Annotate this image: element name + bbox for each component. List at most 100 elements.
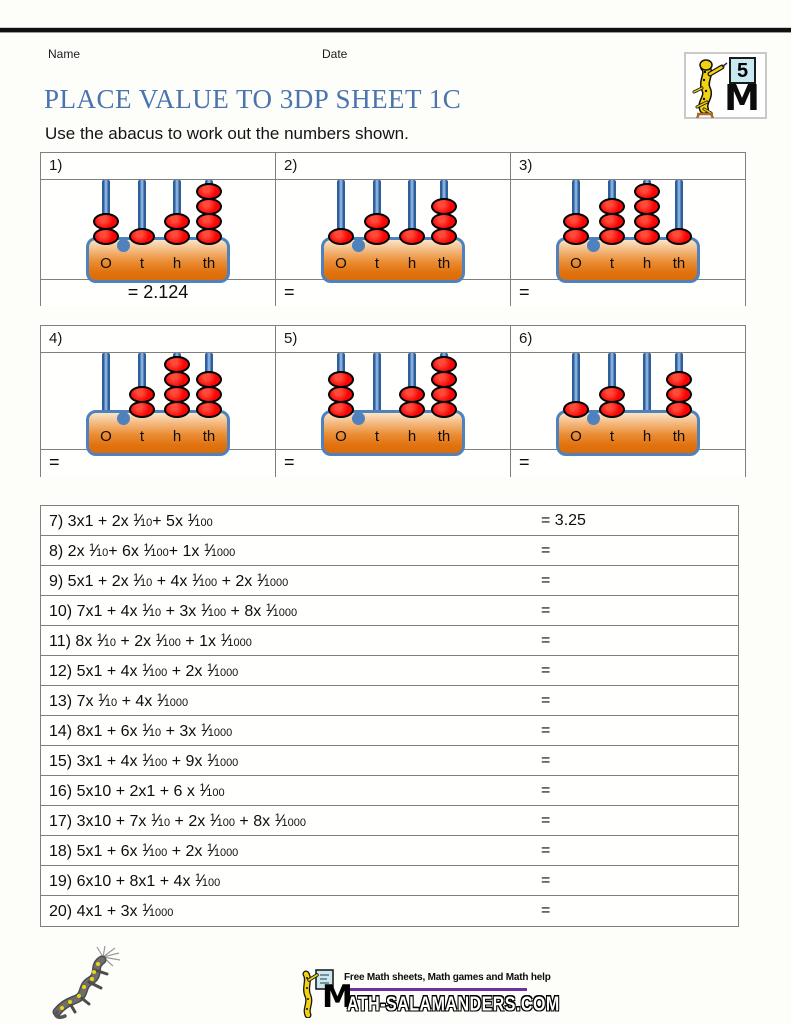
abacus-bead xyxy=(431,213,457,230)
fraction-numerator: 1 xyxy=(150,812,157,824)
fraction-numerator: 1 xyxy=(143,542,150,554)
fraction-numerator: 1 xyxy=(194,872,202,884)
decimal-point-icon xyxy=(117,239,130,252)
place-label: th xyxy=(437,255,451,272)
fraction-numerator: 1 xyxy=(97,692,105,704)
abacus-header-cell: 6) xyxy=(511,326,746,353)
fraction: 1⁄100 xyxy=(187,511,212,530)
question-expression: 12) 5x1 + 4x 1⁄100 + 2x 1⁄1000 xyxy=(49,661,239,680)
abacus-bead xyxy=(164,401,190,418)
abacus-bead xyxy=(634,228,660,245)
fraction-slash: ⁄ xyxy=(205,601,209,620)
question-expression: 9) 5x1 + 2x 1⁄10 + 4x 1⁄100 + 2x 1⁄1000 xyxy=(49,571,289,590)
fraction: 1⁄100 xyxy=(209,811,235,830)
fraction: 1⁄10 xyxy=(142,601,161,620)
abacus-bead xyxy=(328,371,354,388)
question-answer: = xyxy=(541,722,551,739)
abacus-bead xyxy=(666,386,692,403)
badge-m-logo: M xyxy=(724,78,760,119)
footer-purple-rule xyxy=(343,988,527,991)
fraction-denominator: 100 xyxy=(162,637,181,649)
fraction: 1⁄10 xyxy=(97,631,116,650)
abacus-bead xyxy=(364,213,390,230)
question-number: 5) xyxy=(284,330,298,347)
fraction-numerator: 1 xyxy=(141,842,149,854)
fraction-denominator: 100 xyxy=(216,817,235,829)
fraction-slash: ⁄ xyxy=(148,541,152,560)
abacus-answer-cell: = xyxy=(276,280,511,306)
question-expression: 14) 8x1 + 6x 1⁄10 + 3x 1⁄1000 xyxy=(49,721,233,740)
fraction-numerator: 1 xyxy=(156,692,163,704)
question-number: 4) xyxy=(49,330,63,347)
question-expression: 16) 5x10 + 2x1 + 6 x 1⁄100 xyxy=(49,781,225,800)
fraction-denominator: 1000 xyxy=(213,847,239,859)
fraction: 1⁄10 xyxy=(97,691,117,710)
fraction-slash: ⁄ xyxy=(279,811,283,830)
abacus-header-cell: 3) xyxy=(511,153,746,180)
fraction-numerator: 1 xyxy=(203,542,210,554)
fraction-denominator: 1000 xyxy=(213,667,239,679)
abacus-bead xyxy=(634,213,660,230)
question-answer: = xyxy=(541,602,551,619)
abacus-bead xyxy=(599,386,625,403)
abacus-bead xyxy=(666,371,692,388)
fraction: 1⁄1000 xyxy=(206,661,239,680)
fraction: 1⁄1000 xyxy=(201,721,233,740)
abacus-rod xyxy=(102,353,110,437)
place-label: h xyxy=(172,428,182,445)
fraction-slash: ⁄ xyxy=(261,571,265,590)
fraction-slash: ⁄ xyxy=(211,661,215,680)
abacus-header-cell: 1) xyxy=(41,153,276,180)
fraction-denominator: 1000 xyxy=(281,817,307,829)
fraction-slash: ⁄ xyxy=(205,721,209,740)
fraction: 1⁄1000 xyxy=(274,811,307,830)
fraction-numerator: 1 xyxy=(206,752,213,764)
abacus-header-cell: 5) xyxy=(276,326,511,353)
fraction-numerator: 1 xyxy=(274,812,281,824)
place-label: t xyxy=(139,428,145,445)
question-answer: = xyxy=(541,782,551,799)
fraction-slash: ⁄ xyxy=(147,601,150,620)
fraction-denominator: 1000 xyxy=(207,727,233,739)
fraction-denominator: 10 xyxy=(148,727,162,739)
fraction-numerator: 1 xyxy=(89,542,96,554)
question-expression: 7) 3x1 + 2x 1⁄10+ 5x 1⁄100 xyxy=(49,511,213,530)
fraction-slash: ⁄ xyxy=(160,631,164,650)
abacus-bead xyxy=(599,228,625,245)
question-row: 15) 3x1 + 4x 1⁄100 + 9x 1⁄1000 = xyxy=(41,746,738,776)
fraction-denominator: 100 xyxy=(148,667,168,679)
abacus-bead xyxy=(634,183,660,200)
abacus-bead xyxy=(196,228,222,245)
question-expression: 10) 7x1 + 4x 1⁄10 + 3x 1⁄100 + 8x 1⁄1000 xyxy=(49,601,298,620)
fraction-numerator: 1 xyxy=(206,662,213,674)
decimal-point-icon xyxy=(587,239,600,252)
abacus-answer-cell: = xyxy=(511,280,746,306)
abacus-rod xyxy=(138,180,146,264)
fraction-numerator: 1 xyxy=(209,812,216,824)
fraction-slash: ⁄ xyxy=(211,841,215,860)
fraction-slash: ⁄ xyxy=(147,841,150,860)
fraction-denominator: 100 xyxy=(207,607,227,619)
answer-value: = 2.124 xyxy=(127,282,189,302)
abacus-bead xyxy=(431,228,457,245)
abacus-bead xyxy=(164,228,190,245)
question-expression: 11) 8x 1⁄10 + 2x 1⁄100 + 1x 1⁄1000 xyxy=(49,631,252,650)
abacus-bead xyxy=(666,228,692,245)
abacus-bead xyxy=(164,213,190,230)
fraction-slash: ⁄ xyxy=(103,691,106,710)
question-answer: = xyxy=(541,692,551,709)
place-label: h xyxy=(172,255,182,272)
question-answer: = xyxy=(541,662,551,679)
abacus-bead xyxy=(164,356,190,373)
abacus-bead xyxy=(634,198,660,215)
fraction-slash: ⁄ xyxy=(196,571,200,590)
question-expression: 19) 6x10 + 8x1 + 4x 1⁄100 xyxy=(49,871,221,890)
abacus-bead xyxy=(563,401,589,418)
abacus-rod xyxy=(675,180,683,264)
abacus-bead xyxy=(196,371,222,388)
